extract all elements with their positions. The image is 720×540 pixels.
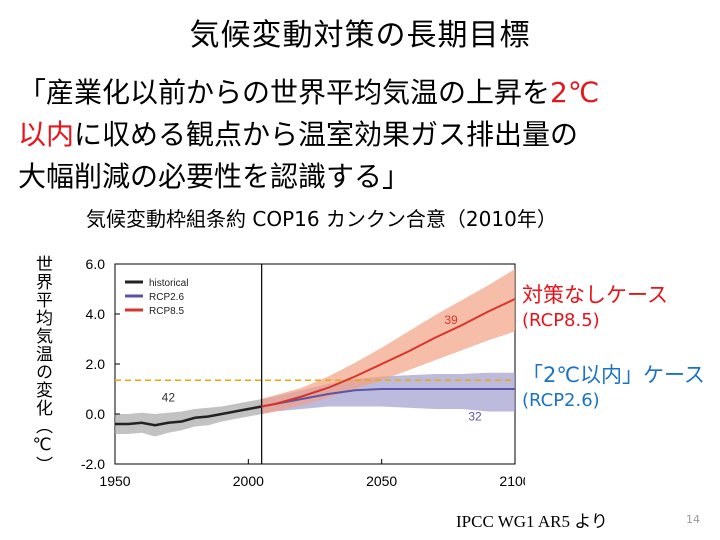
y-tick-label: -2.0 xyxy=(81,456,105,472)
source-citation: IPCC WG1 AR5 より xyxy=(456,512,608,531)
line-historical xyxy=(115,405,262,427)
y-tick-label: 0.0 xyxy=(86,406,106,422)
rcp26-annotation-title: 「2℃以内」ケース xyxy=(522,363,705,387)
band-rcp85 xyxy=(261,269,515,414)
legend-label-historical: historical xyxy=(149,278,188,289)
band-rcp26 xyxy=(261,372,515,414)
y-axis-label: 世界平均気温の変化（℃） xyxy=(32,255,52,474)
legend-label-rcp26: RCP2.6 xyxy=(149,292,184,303)
count-label-rcp26: 32 xyxy=(468,409,482,423)
plot-frame xyxy=(114,263,516,465)
quote-line-3: 大幅削減の必要性を認識する」 xyxy=(18,160,411,193)
quote-text: 「産業化以前からの世界平均気温の上昇を2℃ 以内に収める観点から温室効果ガス排出… xyxy=(18,72,718,198)
band-historical xyxy=(115,399,262,437)
rcp85-annotation: 対策なしケース (RCP8.5) xyxy=(522,282,668,334)
legend: historical RCP2.6 RCP8.5 xyxy=(125,278,188,317)
x-tick-label: 2100 xyxy=(499,473,525,489)
line-rcp26 xyxy=(261,388,515,408)
y-tick-label: 6.0 xyxy=(86,256,106,272)
rcp26-annotation: 「2℃以内」ケース (RCP2.6) xyxy=(522,362,705,414)
y-tick-label: 4.0 xyxy=(86,306,106,322)
x-tick-label: 1950 xyxy=(99,473,130,489)
x-tick-label: 2050 xyxy=(366,473,397,489)
y-tick-label: 2.0 xyxy=(86,356,106,372)
quote-line-1: 「産業化以前からの世界平均気温の上昇を2℃ xyxy=(18,72,718,114)
line-rcp85 xyxy=(261,298,516,408)
temperature-chart: 42 32 39 historical RCP2.6 RCP8.5 -2.0 0.0 2.0 4.… xyxy=(81,256,525,489)
quote-2c-highlight: 2℃ xyxy=(550,76,600,109)
quote-line-1-text: 「産業化以前からの世界平均気温の上昇を xyxy=(18,76,551,109)
x-tick-label: 2000 xyxy=(233,473,264,489)
slide-title: 気候変動対策の長期目標 xyxy=(189,18,531,53)
cop16-subtitle: 気候変動枠組条約 COP16 カンクン合意（2010年） xyxy=(86,207,557,231)
rcp85-annotation-title: 対策なしケース xyxy=(522,283,668,307)
quote-line-2: 以内に収める観点から温室効果ガス排出量の xyxy=(18,114,718,156)
rcp85-annotation-code: (RCP8.5) xyxy=(522,310,600,331)
rcp26-annotation-code: (RCP2.6) xyxy=(522,390,600,411)
page-number: 14 xyxy=(686,513,700,526)
count-label-rcp85: 39 xyxy=(444,313,458,327)
legend-label-rcp85: RCP8.5 xyxy=(149,306,184,317)
count-label-historical: 42 xyxy=(162,391,176,405)
quote-line-2-text: に収める観点から温室効果ガス排出量の xyxy=(74,118,579,151)
quote-within-highlight: 以内 xyxy=(18,118,75,151)
